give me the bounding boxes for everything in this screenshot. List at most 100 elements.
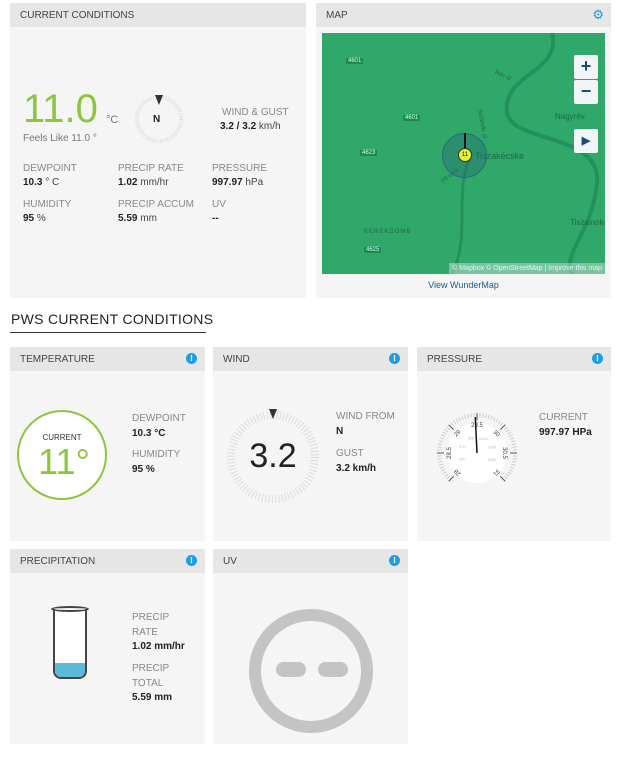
gauge-tick [504,475,508,480]
gauge-tick [464,414,467,419]
rain-gauge [53,609,87,679]
wind-gust-label: WIND & GUST [222,107,289,118]
map-attribution[interactable]: © Mapbox © OpenStreetMap | Improve this … [449,263,605,274]
precip-rate-value: 1.02 mm/hr [132,641,185,652]
wind-direction-pointer [269,409,277,419]
temperature-value: 11° [38,441,90,482]
road-shield: 4625 [364,247,382,253]
gauge-label-outer: 28 [453,467,462,476]
precip-total-label: PRECIP TOTAL [132,663,170,689]
gauge-tick [439,466,444,469]
gauge-tick [511,460,517,463]
gear-icon[interactable]: ⚙ [592,7,604,22]
uv-label: UV [212,199,226,210]
map-label: Nagyrév [555,112,585,121]
uv-value: -- [212,213,219,224]
gauge-tick [448,424,455,431]
card-header: PRECIPITATION i [10,549,205,573]
gauge-tick [467,413,470,419]
gauge-tick [438,440,443,443]
precip-rate-value: 1.02 mm/hr [118,177,169,188]
wind-compass [227,409,319,503]
card-header: WIND i [213,347,408,371]
gauge-tick [508,434,513,438]
gauge-tick [482,413,484,418]
humidity-label: HUMIDITY [23,199,72,210]
card-header: UV i [213,549,408,573]
gauge-label-outer: 30.5 [501,447,507,459]
precip-accum-label: PRECIP ACCUM [118,199,194,210]
card-header: CURRENT CONDITIONS [10,3,306,27]
dewpoint-value: 10.3 ° C [23,177,60,188]
gauge-tick [512,446,517,448]
precipitation-card: PRECIPITATION i PRECIP RATE 1.02 mm/hr PRE… [10,549,205,744]
gauge-tick [505,429,510,433]
temperature-card: TEMPERATURE i CURRENT 11° DEWPOINT 10.3 °… [10,347,205,541]
map-label: Tiszakécske [475,151,525,161]
gust-label: GUST [336,448,364,459]
pressure-value: 997.97 HPa [539,427,592,438]
info-icon[interactable]: i [186,353,197,364]
gauge-tick [437,460,443,463]
gauge-tick [448,475,455,482]
current-label: CURRENT [42,433,82,442]
gauge-tick [490,415,493,420]
station-wind-stem [464,133,466,153]
gauge-tick [484,413,487,419]
current-conditions-card: CURRENT CONDITIONS 11.0 °C Feels Like 11… [10,3,306,298]
play-button[interactable]: ▶ [574,129,598,153]
gauge-tick [444,429,449,433]
compass-direction: N [153,114,161,125]
gauge-label-outer: 29 [453,429,462,438]
info-icon[interactable]: i [186,555,197,566]
info-icon[interactable]: i [592,353,603,364]
wind-card: WIND i 3.2 WIND FROM N GUST 3.2 km/h [213,347,408,541]
precip-total-value: 5.59 mm [132,692,173,703]
map-view[interactable]: 4601 4601 4623 4625 Rév út Szolnoki út F… [322,33,605,274]
gauge-tick [507,431,512,435]
card-header: PRESSURE i [417,347,611,371]
pressure-card: PRESSURE i 28 28.5 29 29.5 30 30.5 31 950 970 990 1… [417,347,611,541]
zoom-out-button[interactable]: − [574,80,598,104]
gauge-tick [497,420,501,425]
zoom-in-button[interactable]: + [574,55,598,79]
humidity-label: HUMIDITY [132,449,181,460]
wind-from-label: WIND FROM [336,411,395,422]
compass-icon [135,95,183,143]
gauge-tick [512,458,517,460]
gauge-tick [492,417,496,422]
info-icon[interactable]: i [389,353,400,364]
gauge-tick [511,440,516,443]
gauge-label-outer: 30 [492,429,501,438]
road-shield: 4623 [360,150,378,156]
section-title: PWS CURRENT CONDITIONS [11,311,214,327]
gauge-tick [439,437,444,440]
view-wundermap-link[interactable]: View WunderMap [428,280,499,290]
humidity-value: 95 % [132,464,155,475]
gauge-tick [446,475,450,480]
road-shield: 4601 [403,115,421,121]
gauge-tick [461,415,464,420]
map-label: Tiszainoka [570,218,605,227]
uv-no-data-icon [249,609,373,733]
gauge-tick [441,468,446,472]
gauge-tick [499,422,504,426]
gauge-tick [455,418,459,423]
wind-from-value: N [336,426,344,437]
gauge-tick [450,422,455,426]
pressure-value: 997.97 hPa [212,177,264,188]
station-marker[interactable]: 11 [458,148,472,162]
gauge-tick [495,418,499,423]
gauge-label-inner: 990 [468,436,475,441]
gauge-tick [505,473,510,477]
gauge-tick [453,420,457,425]
gust-value: 3.2 km/h [336,463,377,474]
gauge-tick [511,463,516,466]
gauge-tick [510,466,515,469]
gauge-tick [446,426,450,431]
gauge-tick [504,426,508,431]
temperature-gauge [17,410,107,500]
temp-unit: °C [106,114,119,126]
info-icon[interactable]: i [389,555,400,566]
